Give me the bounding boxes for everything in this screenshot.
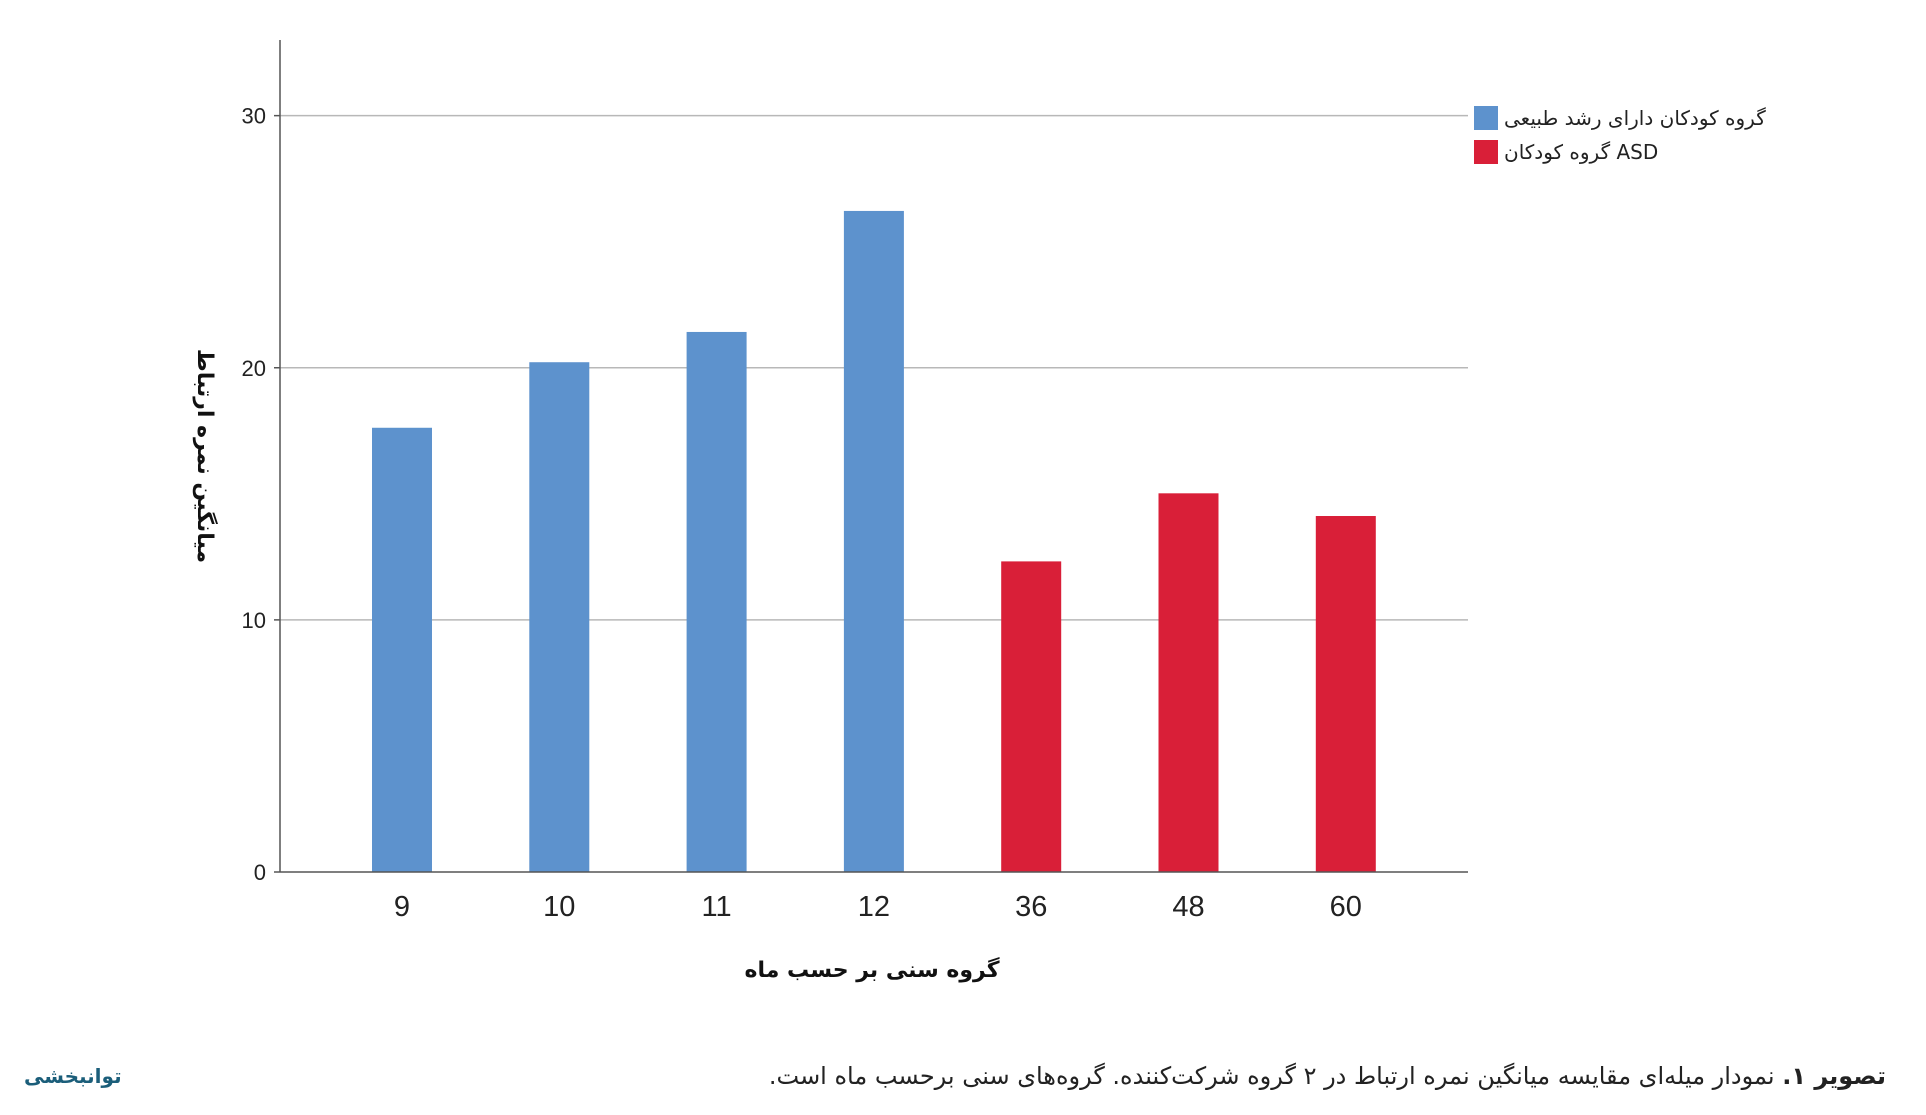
- x-tick-label: 12: [858, 891, 890, 923]
- bar-chart: 0 10 20 30 9 10 11 12 36 48 60 میانگین نمره ارتبا…: [192, 40, 1766, 983]
- bar-typical-12: [843, 210, 904, 873]
- y-tick-label: 20: [242, 356, 266, 381]
- bars: [372, 210, 1376, 873]
- legend-swatch: [1474, 140, 1498, 164]
- bar-typical-10: [529, 362, 590, 873]
- y-tick-label: 0: [254, 860, 266, 885]
- bar-asd-60: [1315, 516, 1376, 873]
- bar-asd-48: [1158, 493, 1219, 873]
- x-tick-label: 10: [543, 891, 575, 923]
- x-tick-label: 11: [702, 891, 732, 923]
- figure-caption: تصویر ۱. نمودار میله‌ای مقایسه میانگین ن…: [769, 1062, 1886, 1090]
- axes: [279, 40, 1468, 873]
- x-tick-label: 48: [1172, 891, 1204, 923]
- bar-typical-11: [686, 331, 747, 873]
- bar-typical-9: [372, 427, 432, 873]
- caption-text: نمودار میله‌ای مقایسه میانگین نمره ارتبا…: [768, 1062, 1783, 1090]
- x-tick-label: 36: [1015, 891, 1047, 923]
- x-tick-label: 60: [1330, 891, 1362, 923]
- x-ticks: 9 10 11 12 36 48 60: [394, 891, 1362, 923]
- y-tick-label: 10: [242, 608, 266, 633]
- y-axis-title: میانگین نمره ارتباط: [192, 349, 219, 563]
- bar-asd-36: [1001, 561, 1062, 873]
- legend-label: گروه کودکان دارای رشد طبیعی: [1504, 106, 1766, 130]
- x-tick-label: 9: [394, 891, 410, 923]
- journal-logo-text: توانبخشی: [24, 1064, 122, 1088]
- caption-label: تصویر ۱.: [1782, 1062, 1886, 1090]
- legend-swatch: [1474, 106, 1498, 130]
- y-tick-label: 30: [242, 104, 266, 129]
- y-ticks: 0 10 20 30: [242, 104, 280, 885]
- x-axis-title: گروه سنی بر حسب ماه: [745, 956, 1000, 983]
- legend-label: گروه کودکان ASD: [1504, 140, 1658, 164]
- legend: گروه کودکان دارای رشد طبیعی گروه کودکان A…: [1474, 106, 1766, 164]
